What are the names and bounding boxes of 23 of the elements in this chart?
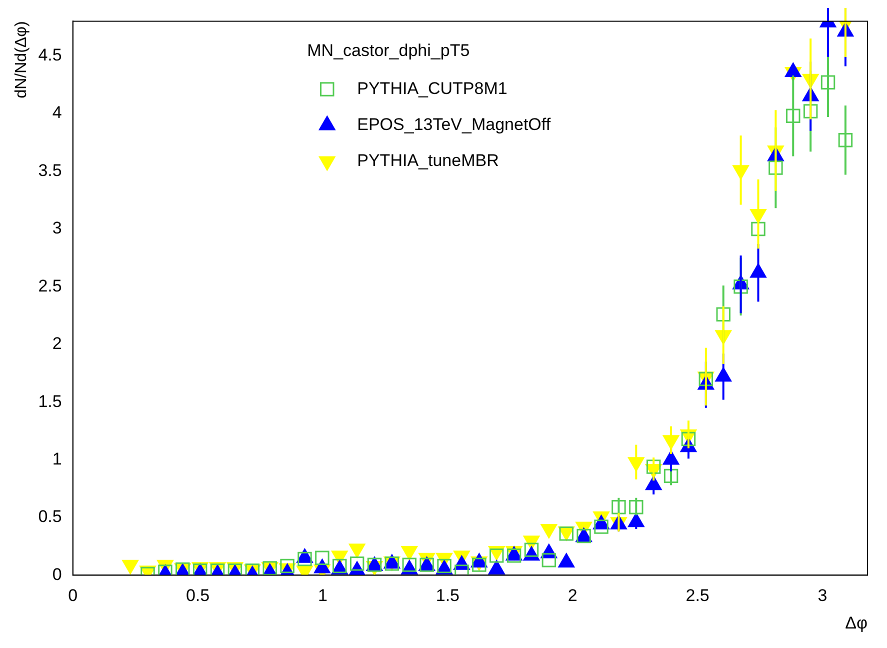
y-tick-label: 2 bbox=[52, 334, 62, 354]
y-tick-label: 4 bbox=[52, 103, 62, 122]
x-tick-label: 3 bbox=[818, 586, 828, 606]
y-tick-label: 1.5 bbox=[38, 392, 62, 411]
x-axis-title: Δφ bbox=[845, 613, 868, 632]
y-tick-label: 0.5 bbox=[38, 507, 62, 526]
legend-label: EPOS_13TeV_MagnetOff bbox=[357, 114, 551, 134]
legend-title: MN_castor_dphi_pT5 bbox=[307, 40, 470, 60]
y-tick-label: 4.5 bbox=[38, 46, 62, 65]
legend-label: PYTHIA_tuneMBR bbox=[357, 150, 499, 170]
y-tick-label: 0 bbox=[52, 564, 62, 584]
y-tick-label: 3.5 bbox=[38, 160, 62, 180]
y-tick-label: 1 bbox=[52, 449, 62, 468]
x-tick-label: 1 bbox=[318, 586, 328, 606]
x-tick-label: 0.5 bbox=[186, 586, 210, 606]
y-tick-label: 2.5 bbox=[38, 276, 62, 296]
y-tick-label: 3 bbox=[52, 218, 62, 238]
legend-label: PYTHIA_CUTP8M1 bbox=[357, 78, 508, 98]
x-tick-label: 2.5 bbox=[686, 586, 710, 606]
y-axis-title: dN/Nd(Δφ) bbox=[13, 21, 30, 98]
x-tick-label: 0 bbox=[68, 586, 78, 606]
x-tick-label: 2 bbox=[568, 586, 578, 606]
x-tick-label: 1.5 bbox=[436, 586, 460, 606]
